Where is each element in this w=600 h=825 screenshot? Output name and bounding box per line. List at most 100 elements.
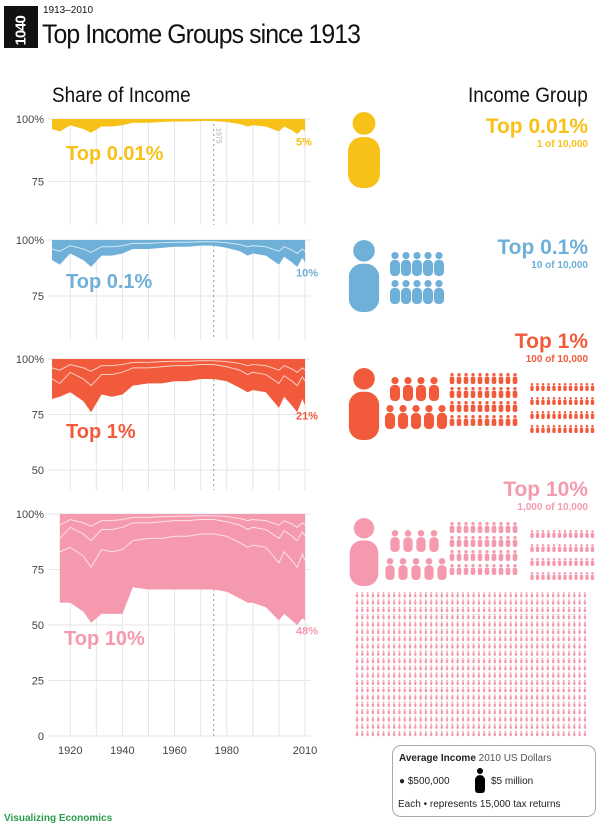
small-person-icon	[551, 723, 555, 729]
small-person-icon	[541, 411, 545, 419]
small-person-icon	[568, 425, 573, 433]
small-person-icon	[567, 723, 571, 729]
small-person-icon	[498, 592, 502, 598]
small-person-icon	[456, 628, 459, 634]
small-person-icon	[403, 672, 406, 678]
small-person-icon	[384, 405, 396, 429]
small-person-icon	[488, 643, 491, 649]
small-person-icon	[371, 650, 375, 656]
small-person-icon	[456, 679, 459, 686]
small-person-icon	[563, 383, 567, 391]
small-person-icon	[536, 621, 539, 627]
small-person-icon	[461, 672, 465, 678]
small-person-icon	[366, 613, 369, 620]
small-person-icon	[498, 606, 502, 613]
page-title: Top Income Groups since 1913	[42, 19, 361, 49]
small-person-icon	[541, 621, 544, 627]
small-person-icon	[445, 672, 449, 678]
small-person-icon	[461, 694, 465, 700]
small-person-icon	[509, 599, 512, 605]
small-person-icon	[419, 679, 422, 686]
small-person-icon	[541, 708, 544, 715]
small-person-icon	[541, 530, 545, 538]
small-person-icon	[498, 643, 502, 649]
small-person-icon	[355, 628, 359, 634]
small-person-icon	[419, 599, 422, 605]
small-person-icon	[530, 572, 534, 580]
small-person-icon	[541, 672, 544, 678]
small-person-icon	[573, 665, 576, 671]
small-person-icon	[505, 415, 511, 426]
small-person-icon	[398, 723, 401, 729]
small-person-icon	[435, 672, 438, 678]
logo-1040: 1040	[4, 6, 38, 48]
small-person-icon	[557, 672, 560, 678]
small-person-icon	[355, 723, 359, 729]
small-person-icon	[472, 635, 475, 642]
small-person-icon	[536, 606, 539, 613]
small-person-icon	[477, 628, 481, 634]
small-person-icon	[520, 694, 523, 700]
small-person-icon	[493, 672, 496, 678]
small-person-icon	[440, 657, 443, 664]
small-person-icon	[408, 708, 412, 715]
small-person-icon	[433, 252, 445, 276]
small-person-icon	[551, 606, 555, 613]
small-person-icon	[520, 679, 523, 686]
small-person-icon	[525, 694, 528, 700]
small-person-icon	[483, 701, 486, 707]
small-person-icon	[403, 701, 406, 707]
small-person-icon	[546, 397, 551, 405]
small-person-icon	[491, 550, 497, 561]
small-person-icon	[541, 716, 544, 722]
small-person-icon	[456, 657, 459, 664]
small-person-icon	[493, 635, 496, 642]
legend-units: 2010 US Dollars	[478, 753, 552, 764]
group-count: 1 of 10,000	[536, 139, 588, 150]
small-person-icon	[424, 730, 428, 737]
small-person-icon	[377, 694, 380, 700]
small-person-icon	[498, 657, 502, 664]
small-person-icon	[504, 592, 507, 598]
small-person-icon	[520, 723, 523, 729]
small-person-icon	[477, 643, 481, 649]
small-person-icon	[467, 650, 470, 656]
small-person-icon	[530, 621, 534, 627]
small-person-icon	[408, 592, 412, 598]
small-person-icon	[520, 643, 523, 649]
small-person-icon	[541, 657, 544, 664]
small-person-icon	[398, 635, 401, 642]
small-person-icon	[472, 679, 475, 686]
small-person-icon	[477, 665, 481, 671]
small-person-icon	[536, 686, 539, 693]
small-person-icon	[355, 643, 359, 649]
small-person-icon	[424, 672, 428, 678]
legend-each: Each	[398, 799, 421, 810]
small-person-icon	[536, 650, 539, 656]
small-person-icon	[419, 730, 422, 737]
small-person-icon	[445, 708, 449, 715]
small-person-icon	[551, 730, 555, 737]
small-person-icon	[472, 657, 475, 664]
small-person-icon	[530, 613, 534, 620]
large-person-icon	[475, 768, 485, 794]
end-value-label: 5%	[296, 137, 312, 149]
small-person-icon	[361, 613, 364, 620]
small-person-icon	[456, 665, 459, 671]
small-person-icon	[477, 701, 481, 707]
small-person-icon	[541, 679, 544, 686]
small-person-icon	[392, 621, 396, 627]
small-person-icon	[493, 650, 496, 656]
small-person-icon	[520, 635, 523, 642]
small-person-icon	[414, 672, 417, 678]
small-person-icon	[422, 280, 434, 304]
small-person-icon	[590, 383, 595, 391]
small-person-icon	[557, 679, 560, 686]
area-top-1-	[52, 359, 305, 413]
small-person-icon	[541, 425, 545, 433]
small-person-icon	[456, 599, 459, 605]
small-person-icon	[440, 613, 443, 620]
small-person-icon	[483, 716, 486, 722]
small-person-icon	[445, 686, 449, 693]
small-person-icon	[424, 657, 428, 664]
